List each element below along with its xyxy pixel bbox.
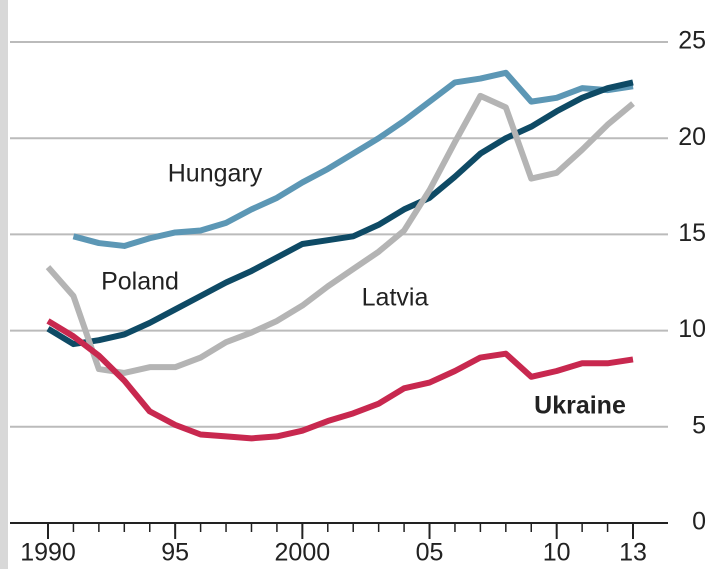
x-tick-label: 2000 [275, 539, 331, 567]
series-line [72, 69, 634, 249]
series-line [46, 318, 634, 442]
y-tick-label: 5 [692, 411, 706, 439]
y-tick-label: 15 [678, 219, 706, 247]
series-label: Ukraine [534, 392, 626, 420]
series-label: Latvia [362, 284, 429, 312]
y-tick-label: 0 [692, 508, 706, 536]
y-tick-label: 10 [678, 315, 706, 343]
x-tick-label: 05 [416, 539, 444, 567]
side-strip [0, 0, 8, 569]
series-line [46, 79, 634, 348]
y-tick-label: 25 [678, 27, 706, 55]
series-label: Hungary [168, 160, 263, 188]
x-tick-label: 95 [161, 539, 189, 567]
y-tick-label: 20 [678, 123, 706, 151]
x-tick-label: 13 [619, 539, 647, 567]
series-line [45, 92, 635, 376]
x-tick-label: 1990 [20, 539, 76, 567]
series-label: Poland [101, 268, 179, 296]
x-tick-label: 10 [543, 539, 571, 567]
